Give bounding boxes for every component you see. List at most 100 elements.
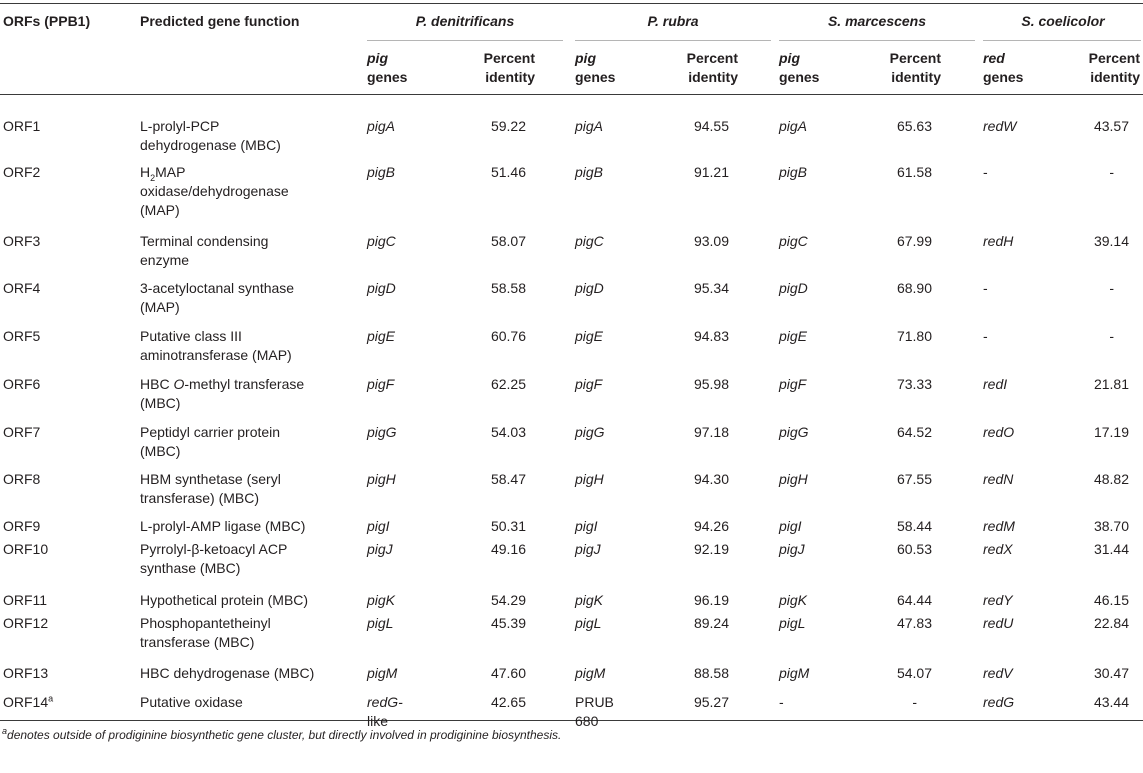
sm-identity-cell: 60.53 [896, 541, 932, 557]
sm-gene-cell: pigF [779, 376, 807, 392]
orf-cell: ORF11 [3, 592, 48, 608]
footnote-marker: a [2, 726, 8, 736]
sm-identity-cell: 67.55 [896, 471, 932, 487]
pd-gene-cell: pigH [367, 471, 396, 487]
function-cell: Hypothetical protein (MBC) [140, 592, 309, 608]
sc-identity-cell: 17.19 [1093, 424, 1129, 440]
sc-gene-cell: redG [983, 694, 1015, 710]
sm-identity-cell: 58.44 [896, 518, 932, 534]
pd-identity-cell: 59.22 [490, 118, 526, 134]
pd-gene-cell: pigF [367, 376, 395, 392]
sc-gene-cell: - [983, 164, 988, 180]
sc-identity-cell: 21.81 [1093, 376, 1129, 392]
sm-gene-cell: pigD [779, 280, 808, 296]
sm-identity-cell: 61.58 [896, 164, 932, 180]
pr-gene-cell: pigG [575, 424, 605, 440]
group-rule-s-marcescens [779, 40, 975, 41]
pd-gene-cell: pigM [367, 665, 398, 681]
sm-identity-cell: 47.83 [896, 615, 932, 631]
pr-identity-cell: 94.30 [693, 471, 729, 487]
orf-cell: ORF8 [3, 471, 41, 487]
subheader-genes-pr: pig genes [575, 50, 616, 85]
pr-identity-cell: 95.27 [693, 694, 729, 710]
pr-identity-cell: 94.83 [693, 328, 729, 344]
function-cell: L-prolyl-AMP ligase (MBC) [140, 518, 306, 534]
subheader-identity-pd: Percent identity [483, 50, 535, 85]
pd-identity-cell: 50.31 [490, 518, 526, 534]
sc-identity-cell: 48.82 [1093, 471, 1129, 487]
sm-gene-cell: pigK [779, 592, 808, 608]
header-org-s-coelicolor: S. coelicolor [1021, 13, 1105, 29]
pr-identity-cell: 95.34 [693, 280, 729, 296]
table-bottom-rule [0, 720, 1143, 721]
pd-identity-cell: 51.46 [490, 164, 526, 180]
sc-gene-cell: redX [983, 541, 1013, 557]
subheader-genes-sc: red genes [983, 50, 1024, 85]
pd-gene-cell: pigD [367, 280, 396, 296]
sm-gene-cell: - [779, 694, 784, 710]
sc-identity-cell: - [1109, 280, 1114, 296]
footnote-text: denotes outside of prodiginine biosynthe… [7, 728, 562, 742]
pd-identity-cell: 45.39 [490, 615, 526, 631]
orf-cell: ORF9 [3, 518, 41, 534]
orf-cell: ORF3 [3, 233, 41, 249]
function-cell: Phosphopantetheinyl transferase (MBC) [140, 615, 271, 650]
sm-gene-cell: pigI [779, 518, 802, 534]
header-org-p-rubra: P. rubra [647, 13, 699, 29]
orf-cell: ORF14a [3, 693, 54, 710]
pd-identity-cell: 54.03 [490, 424, 526, 440]
sm-gene-cell: pigA [779, 118, 808, 134]
pd-gene-cell: pigJ [367, 541, 393, 557]
sc-identity-cell: 31.44 [1093, 541, 1129, 557]
pd-identity-cell: 62.25 [490, 376, 526, 392]
function-cell: HBM synthetase (seryl transferase) (MBC) [140, 471, 281, 506]
sm-identity-cell: 73.33 [896, 376, 932, 392]
pd-identity-cell: 58.07 [490, 233, 526, 249]
pd-gene-cell: pigI [367, 518, 390, 534]
header-org-p-denitrificans: P. denitrificans [415, 13, 515, 29]
pr-gene-cell: pigC [575, 233, 604, 249]
sm-gene-cell: pigC [779, 233, 808, 249]
sc-gene-cell: redV [983, 665, 1013, 681]
pd-gene-cell: pigC [367, 233, 396, 249]
pr-identity-cell: 88.58 [693, 665, 729, 681]
table-footnote: adenotes outside of prodiginine biosynth… [2, 727, 561, 743]
function-cell: 3-acetyloctanal synthase (MAP) [140, 280, 295, 315]
subheader-identity-pr: Percent identity [686, 50, 738, 85]
pd-gene-cell: redG-like [367, 694, 403, 729]
pr-identity-cell: 91.21 [693, 164, 729, 180]
group-rule-s-coelicolor [983, 40, 1141, 41]
pr-gene-cell: pigL [575, 615, 602, 631]
sc-identity-cell: - [1109, 328, 1114, 344]
sm-identity-cell: 71.80 [896, 328, 932, 344]
pr-identity-cell: 97.18 [693, 424, 729, 440]
pr-gene-cell: pigK [575, 592, 604, 608]
pr-gene-cell: pigH [575, 471, 604, 487]
sm-identity-cell: 54.07 [896, 665, 932, 681]
header-bottom-rule [0, 94, 1143, 95]
sm-gene-cell: pigJ [779, 541, 805, 557]
sm-gene-cell: pigL [779, 615, 806, 631]
sm-identity-cell: - [912, 694, 917, 710]
sc-identity-cell: 43.57 [1093, 118, 1129, 134]
sc-gene-cell: redU [983, 615, 1014, 631]
sc-identity-cell: 38.70 [1093, 518, 1129, 534]
function-cell: HBC O-methyl transferase (MBC) [140, 376, 305, 411]
function-cell: Terminal condensing enzyme [140, 233, 269, 268]
sm-identity-cell: 65.63 [896, 118, 932, 134]
subheader-identity-sc: Percent identity [1088, 50, 1140, 85]
sc-gene-cell: redY [983, 592, 1013, 608]
group-rule-p-denitrificans [367, 40, 563, 41]
sc-identity-cell: 39.14 [1093, 233, 1129, 249]
sc-identity-cell: 46.15 [1093, 592, 1129, 608]
orf-cell: ORF10 [3, 541, 49, 557]
group-rule-p-rubra [575, 40, 771, 41]
pr-gene-cell: pigJ [575, 541, 601, 557]
sc-identity-cell: 30.47 [1093, 665, 1129, 681]
header-org-s-marcescens: S. marcescens [827, 13, 927, 29]
sc-gene-cell: - [983, 328, 988, 344]
function-cell: L-prolyl-PCP dehydrogenase (MBC) [140, 118, 281, 153]
pd-identity-cell: 58.47 [490, 471, 526, 487]
orf-cell: ORF7 [3, 424, 41, 440]
